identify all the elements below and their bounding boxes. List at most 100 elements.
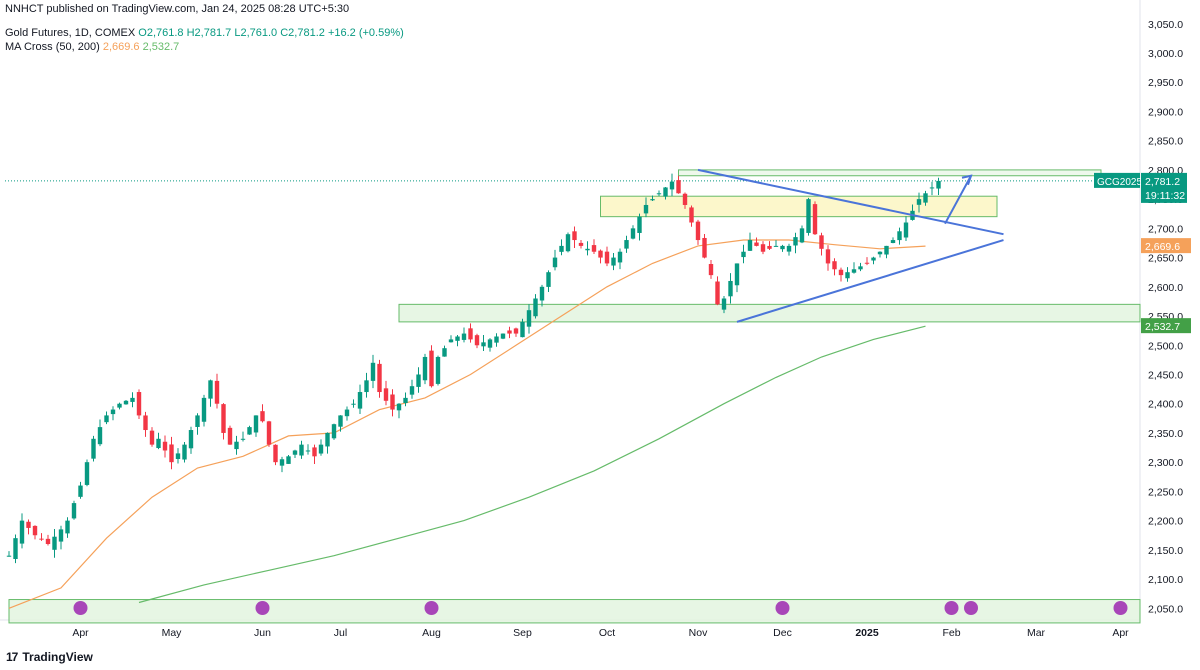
candle-body [52,536,57,550]
y-tick-label: 3,050.0 [1148,19,1183,31]
support-resistance-zone [398,303,1141,323]
candle-body [65,520,70,534]
candle-body [442,348,447,357]
candle-body [71,503,77,519]
candle-body [312,447,317,457]
y-tick-label: 2,300.0 [1148,457,1183,469]
candle-body [708,264,714,276]
candle-body [299,444,304,456]
support-resistance-zone [8,599,1141,624]
candle-body [630,228,636,239]
brand-name: TradingView [22,650,93,664]
candle-body [747,240,753,251]
candle-body [695,221,701,241]
candle-body [188,430,194,449]
candle-body [611,257,616,266]
candle-body [429,350,434,387]
open-value: O2,761.8 [138,27,184,39]
ma50-price-label: 2,669.6 [1145,241,1180,253]
symbol-legend: Gold Futures, 1D, COMEX O2,761.8 H2,781.… [5,27,404,39]
candle-body [838,269,844,276]
ma50-line [8,239,926,609]
candle-body [234,441,239,450]
ticker-label-bg [1094,172,1140,188]
y-tick-label: 2,350.0 [1148,428,1183,440]
candle-body [149,430,155,445]
candle-body [91,438,96,459]
candle-body [682,193,688,205]
event-marker-icon [73,601,88,615]
x-tick-label: Jun [254,627,271,639]
arrow-head-icon [961,174,973,186]
last-price-label: 2,781.2 [1145,176,1180,188]
candle-body [26,521,31,528]
candle-body [448,339,454,343]
ma200-price-label-bg [1141,318,1191,334]
candle-body [812,204,818,235]
candle-body [539,286,545,301]
candle-body [572,231,577,241]
candle-body [617,251,623,263]
candle-body [552,257,558,268]
tradingview-logo-icon: 17 [6,650,18,664]
candle-body [156,438,161,449]
candle-body [832,261,837,270]
y-tick-label: 2,850.0 [1148,136,1183,148]
candle-body [916,199,922,205]
candle-body [929,187,935,189]
candle-body [13,538,18,559]
candle-body [702,237,707,258]
candle-body [598,250,603,258]
candle-body [500,333,506,339]
candle-body [364,380,369,393]
x-tick-label: 2025 [855,627,879,639]
candle-body [247,427,252,435]
candle-body [279,459,285,466]
candle-body [689,207,694,223]
candle-body [370,362,376,381]
candle-body [383,388,389,401]
y-tick-label: 2,900.0 [1148,106,1183,118]
ma200-price-label: 2,532.7 [1145,321,1180,333]
candle-body [182,444,187,460]
candle-body [273,444,278,463]
candle-body [292,450,298,455]
candle-body [858,266,863,270]
candle-body [923,193,928,203]
x-tick-label: Feb [942,627,960,639]
candle-body [520,321,525,338]
candle-body [175,453,181,459]
y-tick-label: 2,650.0 [1148,253,1183,265]
countdown-label: 19:11:32 [1145,190,1185,202]
candle-body [390,394,395,410]
candle-body [195,415,200,427]
candle-body [377,363,382,393]
high-value: H2,781.7 [186,27,232,39]
candle-body [422,356,428,381]
candle-body [819,235,824,249]
ma-label: MA Cross (50, 200) [5,41,100,53]
last-price-box [1141,172,1187,203]
y-tick-label: 2,050.0 [1148,603,1183,615]
candle-body [435,356,441,384]
x-tick-label: Aug [422,627,441,639]
candle-body [663,187,668,197]
candle-body [123,400,129,405]
y-tick-label: 2,950.0 [1148,77,1183,89]
x-tick-label: Sep [513,627,532,639]
event-marker-icon [775,601,790,615]
ma-legend: MA Cross (50, 200) 2,669.6 2,532.7 [5,41,179,53]
candle-body [104,415,109,423]
x-tick-label: Mar [1027,627,1046,639]
candle-body [864,262,870,264]
candle-body [318,444,324,454]
candle-body [793,237,798,246]
candle-body [396,403,402,411]
y-tick-label: 2,250.0 [1148,486,1183,498]
candle-body [409,386,415,395]
y-tick-label: 2,700.0 [1148,223,1183,235]
x-tick-label: Dec [773,627,792,639]
low-value: L2,761.0 [234,27,278,39]
candle-body [130,397,135,402]
